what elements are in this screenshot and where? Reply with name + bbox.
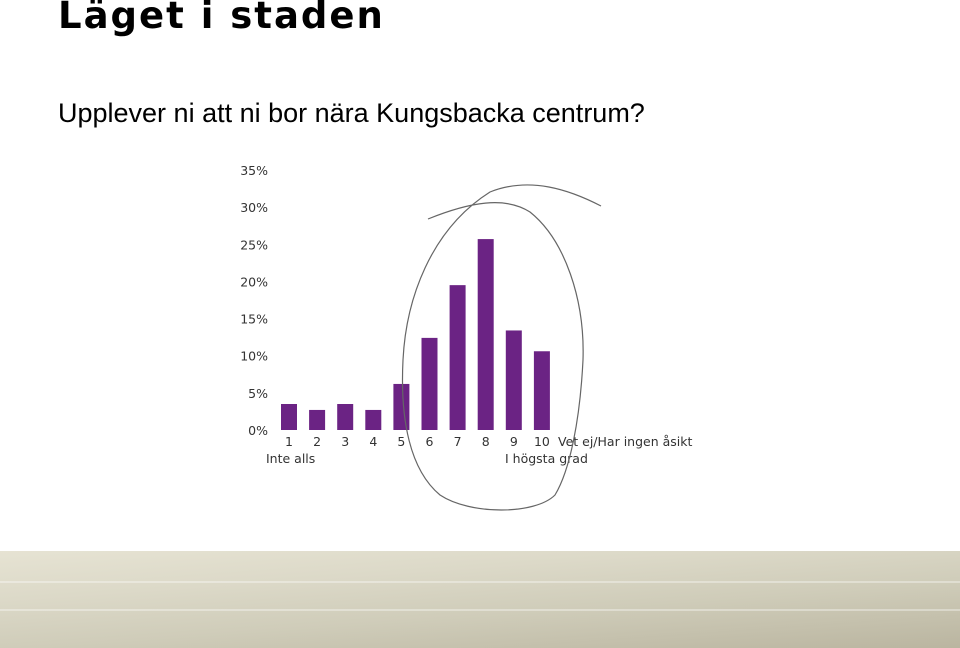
x-category-label: 9 (510, 434, 518, 449)
y-tick-label: 35% (240, 163, 268, 178)
y-tick-label: 30% (240, 200, 268, 215)
x-category-label: 1 (285, 434, 293, 449)
scale-high-label: I högsta grad (505, 451, 588, 466)
y-tick-label: 0% (248, 423, 268, 438)
bar (309, 409, 326, 430)
footer-band (0, 551, 960, 648)
y-tick-label: 10% (240, 349, 268, 364)
x-category-label: 10 (534, 434, 550, 449)
slide-title: Läget i staden (58, 0, 385, 37)
scale-low-label: Inte alls (266, 451, 315, 466)
bar (365, 409, 382, 430)
x-category-label: 6 (426, 434, 434, 449)
y-tick-label: 5% (248, 386, 268, 401)
x-category-label: 4 (369, 434, 377, 449)
footer-stripe (0, 609, 960, 611)
x-category-label: 3 (341, 434, 349, 449)
x-category-label: 2 (313, 434, 321, 449)
y-tick-label: 15% (240, 312, 268, 327)
bar (393, 383, 410, 430)
bar (533, 351, 550, 430)
footer-stripe (0, 581, 960, 583)
x-category-label: Vet ej/Har ingen åsikt (558, 434, 692, 449)
annotation-circle (401, 184, 602, 511)
y-axis-ticks: 0% 5% 10% 15% 20% 25% 30% 35% (240, 163, 268, 438)
bar (421, 337, 438, 430)
x-category-label: 5 (397, 434, 405, 449)
bar (281, 404, 297, 430)
y-tick-label: 25% (240, 237, 268, 252)
x-category-label: 8 (482, 434, 490, 449)
bar (505, 330, 522, 430)
bar (449, 285, 466, 430)
y-tick-label: 20% (240, 274, 268, 289)
x-category-label: 7 (454, 434, 462, 449)
bar (477, 239, 494, 430)
x-axis-labels: 1 2 3 4 5 6 7 8 9 10 Vet ej/Har ingen åsikt (285, 434, 692, 449)
slide-subtitle: Upplever ni att ni bor nära Kungsbacka c… (58, 98, 645, 128)
bars (281, 239, 550, 430)
bar (337, 404, 354, 430)
